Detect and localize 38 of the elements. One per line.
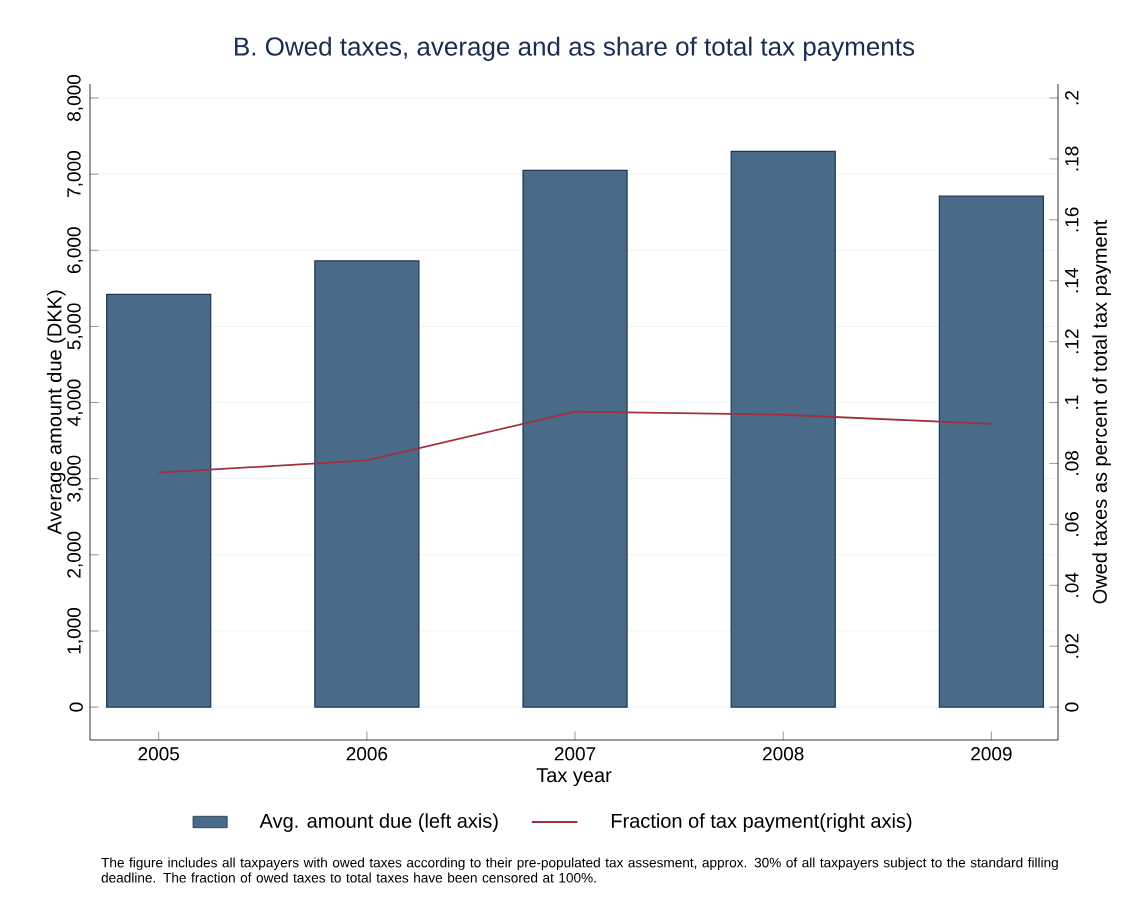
bar [314, 260, 420, 708]
y-tick-label: 3,000 [67, 455, 83, 502]
bar [106, 293, 212, 708]
y-tick-label: 6,000 [67, 227, 83, 274]
x-tick-label: 2006 [346, 747, 388, 761]
x-tick-label: 2009 [971, 747, 1012, 761]
y2-tick-label: .06 [1065, 512, 1079, 536]
line-series [157, 410, 993, 474]
y2-tick-label: .18 [1065, 146, 1079, 171]
y2-tick-label: .1 [1065, 395, 1079, 409]
y-tick-label: 1,000 [67, 607, 83, 654]
y2-tick-label: .12 [1065, 329, 1079, 354]
y-tick-label: 2,000 [67, 531, 83, 578]
legend-label: Fraction of tax payment(right axis) [611, 813, 912, 832]
y2-tick-label: .14 [1065, 268, 1079, 293]
bar [522, 169, 628, 708]
y-tick-label: 5,000 [67, 303, 83, 350]
y2-axis-title: Owed taxes as percent of total tax payment [1092, 219, 1111, 604]
y2-tick-label: .2 [1065, 91, 1079, 105]
x-tick-label: 2005 [138, 747, 180, 761]
chart-title: B. Owed taxes, average and as share of total tax payments [235, 36, 915, 61]
y-tick-label: 7,000 [67, 151, 83, 197]
bar [938, 195, 1045, 708]
y2-tick-label: .08 [1065, 451, 1079, 475]
legend-label: Avg. amount due (left axis) [259, 813, 498, 832]
y-axis-title: Average amount due (DKK) [46, 290, 66, 535]
y2-tick-label: 0 [1065, 702, 1079, 712]
y2-tick-label: .16 [1065, 207, 1079, 232]
text: The figure includes all taxpayers with owed taxes according to their pre-populated tax assesment, approx. 30% of all taxpayers subject to the standard filling deadline. The fraction of owed taxes to total taxes have been censored at 100%. [101, 857, 1058, 883]
y-tick-label: 0 [69, 702, 83, 712]
bar [730, 150, 836, 708]
x-tick-label: 2008 [763, 747, 804, 761]
x-axis-title: Tax year [536, 768, 612, 787]
x-tick-label: 2007 [554, 747, 596, 761]
y-tick-label: 4,000 [67, 379, 83, 426]
y-tick-label: 8,000 [67, 74, 83, 121]
y2-tick-label: .04 [1065, 572, 1079, 597]
y2-tick-label: .02 [1065, 633, 1079, 658]
